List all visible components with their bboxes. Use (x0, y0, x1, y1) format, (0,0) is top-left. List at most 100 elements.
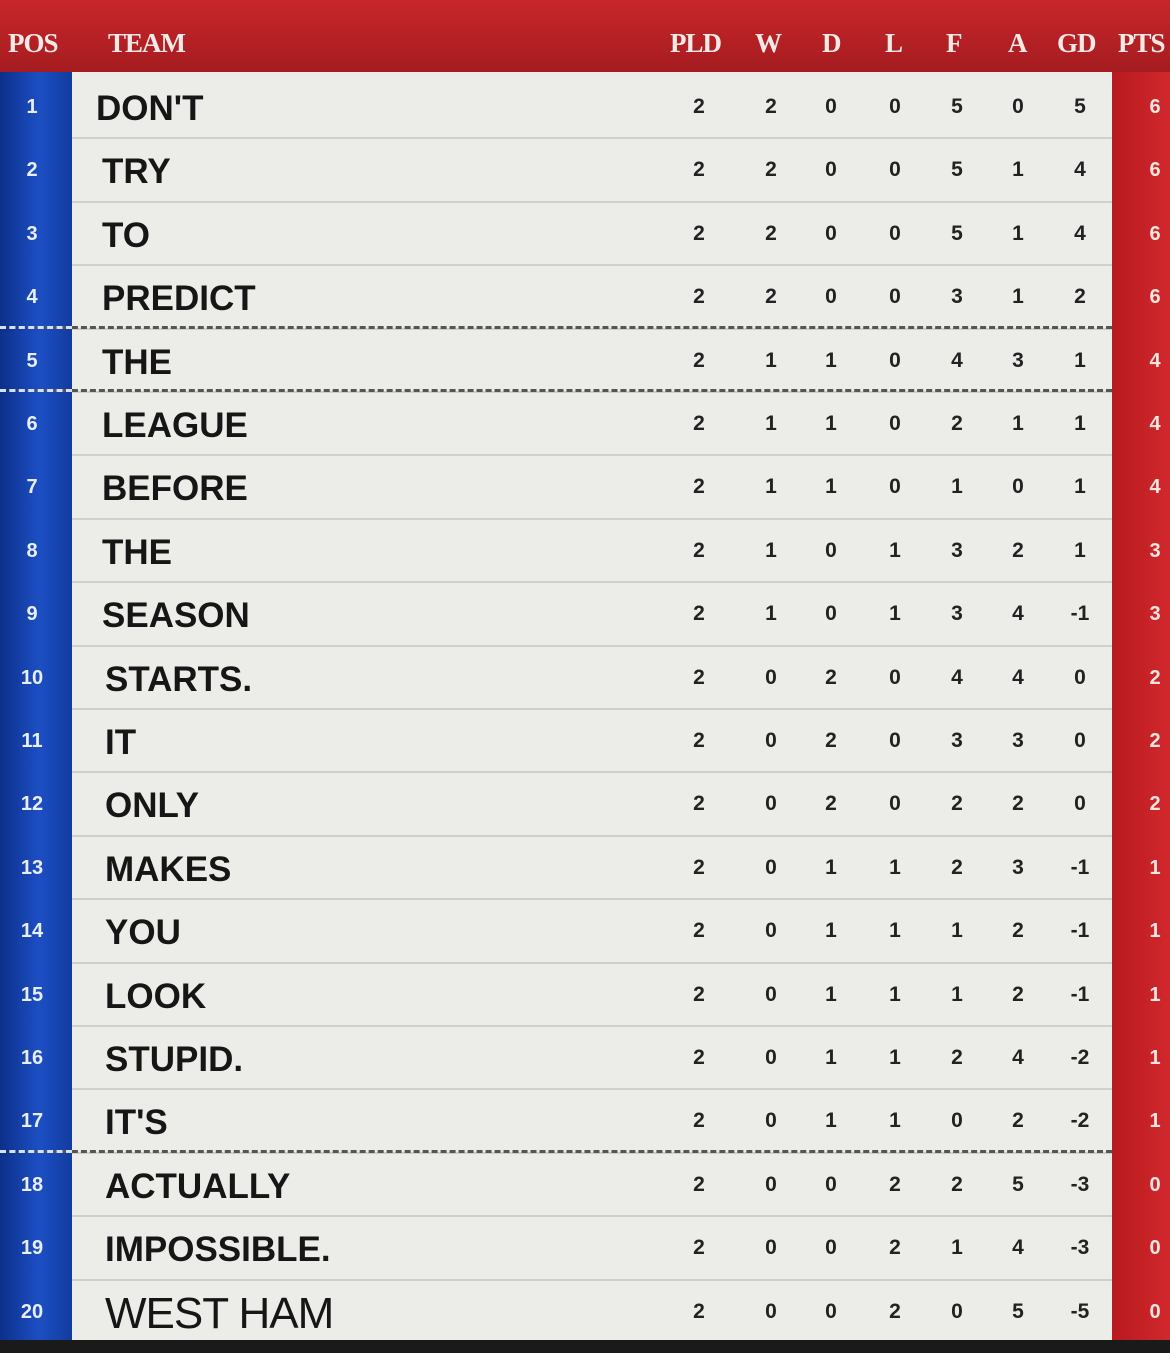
table-row: 11 IT 2 0 2 0 3 3 0 2 (0, 710, 1170, 772)
table-row: 18 ACTUALLY 2 0 0 2 2 5 -3 0 (0, 1154, 1170, 1216)
pld-cell: 2 (693, 285, 705, 309)
row-divider (72, 961, 1112, 964)
table-row: 4 PREDICT 2 2 0 0 3 1 2 6 (0, 266, 1170, 328)
pld-cell: 2 (693, 1236, 705, 1260)
f-cell: 1 (951, 1236, 963, 1260)
f-cell: 2 (951, 1046, 963, 1069)
gd-cell: 5 (1074, 95, 1086, 118)
table-row: 3 TO 2 2 0 0 5 1 4 6 (0, 203, 1170, 265)
f-cell: 2 (951, 855, 963, 879)
table-row: 7 BEFORE 2 1 1 0 1 0 1 4 (0, 456, 1170, 518)
gd-cell: -1 (1070, 982, 1090, 1006)
w-cell: 0 (765, 855, 777, 879)
d-cell: 1 (825, 919, 837, 943)
f-cell: 1 (951, 919, 963, 943)
pld-cell: 2 (693, 221, 705, 245)
gd-cell: 1 (1074, 348, 1086, 372)
l-cell: 1 (889, 1109, 901, 1133)
position-cell: 16 (20, 1047, 44, 1069)
points-cell: 1 (1149, 856, 1161, 879)
f-cell: 2 (951, 412, 963, 435)
team-name: MAKES (105, 849, 232, 889)
position-cell: 19 (20, 1237, 44, 1260)
position-cell: 20 (20, 1300, 44, 1323)
points-cell: 1 (1149, 1110, 1161, 1133)
a-cell: 0 (1012, 475, 1024, 499)
row-divider (72, 1278, 1112, 1281)
row-divider (72, 1215, 1112, 1218)
team-name: YOU (105, 913, 181, 953)
gd-cell: -3 (1070, 1236, 1090, 1260)
row-divider (72, 708, 1112, 710)
d-cell: 0 (825, 221, 837, 245)
a-cell: 3 (1012, 729, 1024, 752)
gd-cell: 1 (1074, 538, 1086, 562)
points-cell: 0 (1149, 1173, 1161, 1196)
d-cell: 0 (825, 285, 837, 309)
l-cell: 1 (889, 602, 901, 626)
points-cell: 6 (1149, 96, 1161, 118)
f-cell: 5 (951, 95, 963, 118)
l-cell: 1 (889, 1046, 901, 1069)
f-cell: 3 (951, 285, 963, 309)
header-f: F (946, 28, 962, 58)
position-cell: 3 (26, 222, 38, 245)
header-team: TEAM (108, 28, 186, 58)
row-divider (72, 454, 1112, 457)
a-cell: 4 (1012, 1046, 1024, 1069)
w-cell: 1 (765, 475, 777, 499)
row-divider (72, 327, 1112, 330)
w-cell: 0 (765, 1299, 777, 1323)
w-cell: 0 (765, 982, 777, 1006)
d-cell: 0 (825, 602, 837, 626)
pld-cell: 2 (693, 792, 705, 816)
d-cell: 1 (825, 348, 837, 372)
header-pts: PTS (1118, 28, 1166, 58)
points-cell: 2 (1149, 730, 1161, 752)
d-cell: 0 (825, 158, 837, 182)
pld-cell: 2 (693, 1109, 705, 1133)
points-cell: 0 (1149, 1237, 1161, 1260)
table-row: 14 YOU 2 0 1 1 1 2 -1 1 (0, 900, 1170, 962)
a-cell: 1 (1012, 158, 1024, 182)
pld-cell: 2 (693, 982, 705, 1006)
l-cell: 2 (889, 1236, 901, 1260)
d-cell: 0 (825, 95, 837, 118)
header-pos: POS (8, 28, 59, 58)
zone-separator-pos (0, 389, 72, 392)
table-row: 15 LOOK 2 0 1 1 1 2 -1 1 (0, 964, 1170, 1026)
w-cell: 0 (765, 1046, 777, 1069)
pld-cell: 2 (693, 855, 705, 879)
w-cell: 0 (765, 729, 777, 752)
position-cell: 4 (26, 286, 38, 309)
f-cell: 3 (951, 538, 963, 562)
team-name: TO (102, 215, 150, 255)
position-cell: 6 (26, 413, 38, 435)
gd-cell: -2 (1070, 1046, 1090, 1069)
w-cell: 1 (765, 602, 777, 626)
position-cell: 1 (26, 96, 38, 118)
team-name: THE (102, 532, 172, 572)
table-body (72, 72, 1112, 1340)
w-cell: 0 (765, 1172, 777, 1196)
pld-cell: 2 (693, 1046, 705, 1069)
l-cell: 0 (889, 792, 901, 816)
table-row: 5 THE 2 1 1 0 4 3 1 4 (0, 330, 1170, 392)
w-cell: 0 (765, 919, 777, 943)
points-cell: 6 (1149, 286, 1161, 309)
l-cell: 0 (889, 475, 901, 499)
d-cell: 0 (825, 538, 837, 562)
team-name: LOOK (105, 976, 207, 1016)
zone-separator (0, 325, 1112, 329)
table-row: 19 IMPOSSIBLE. 2 0 0 2 1 4 -3 0 (0, 1217, 1170, 1279)
pld-cell: 2 (693, 602, 705, 626)
table-row: 1 DON'T 2 2 0 0 5 0 5 6 (0, 76, 1170, 138)
pld-cell: 2 (693, 665, 705, 689)
row-divider (72, 898, 1112, 901)
points-cell: 2 (1149, 793, 1161, 816)
f-cell: 0 (951, 1109, 963, 1133)
table-row: 9 SEASON 2 1 0 1 3 4 -1 3 (0, 583, 1170, 645)
gd-cell: 4 (1074, 158, 1086, 182)
team-name: LEAGUE (102, 406, 248, 445)
gd-cell: 4 (1074, 221, 1086, 245)
